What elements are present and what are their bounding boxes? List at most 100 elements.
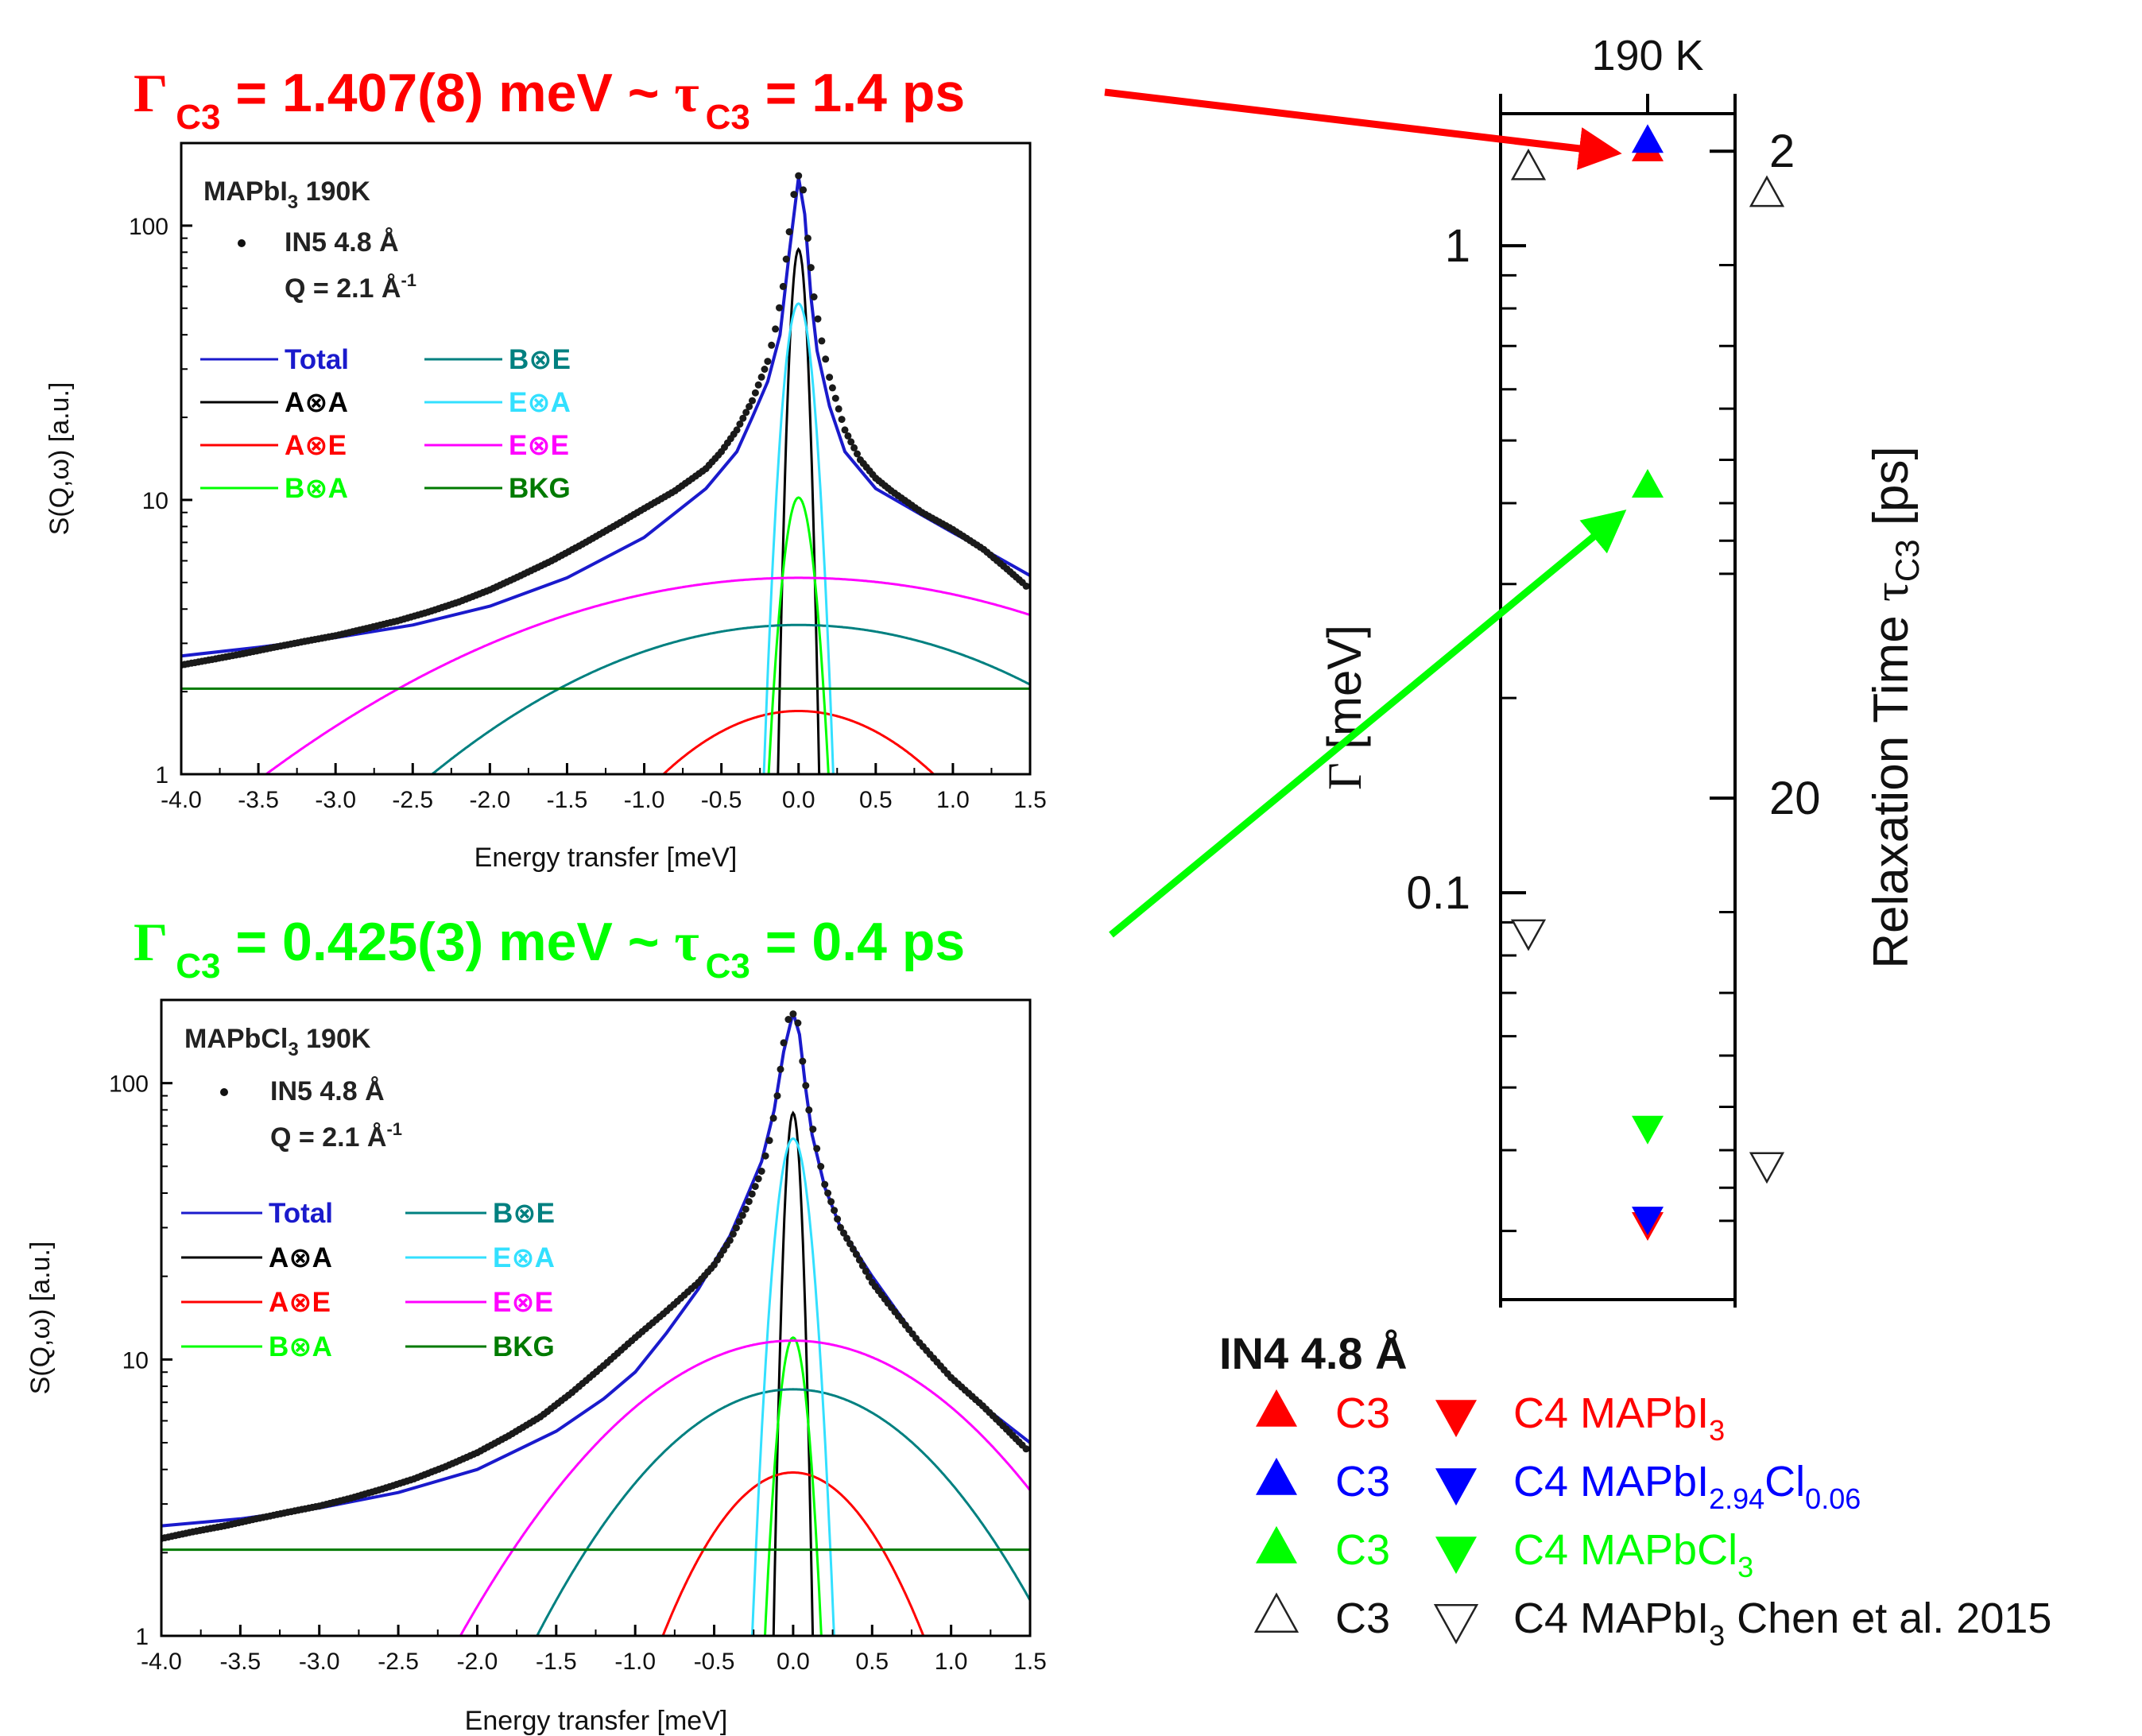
bottom-data-marker-legend xyxy=(220,1088,228,1096)
red-arrow xyxy=(1104,88,1622,170)
right-top-label: 190 K xyxy=(1591,32,1703,79)
x-tick-label: 1.0 xyxy=(935,1649,968,1675)
data-point xyxy=(742,409,750,417)
data-point xyxy=(840,1229,847,1237)
x-tick-label: 0.0 xyxy=(777,1649,810,1675)
data-point xyxy=(862,1267,870,1275)
legend-label: BKG xyxy=(493,1331,555,1362)
legend-c4-marker xyxy=(1433,1604,1479,1645)
legend-c3-marker xyxy=(1256,1389,1297,1427)
marker-c3-mapbi2-94cl0-06 xyxy=(1632,124,1664,153)
right-legend: C3 C4 MAPbI3 C3 C4 MAPbI2.94Cl0.06 C3 C4 MAPb… xyxy=(1253,1389,2051,1652)
data-point xyxy=(802,1082,810,1090)
legend-label: E⊗E xyxy=(493,1287,553,1318)
top-instrument-label: IN5 4.8 Å xyxy=(285,227,399,258)
legend-label: B⊗E xyxy=(493,1198,555,1229)
data-point xyxy=(841,426,849,434)
x-tick-label: -0.5 xyxy=(701,787,742,813)
x-tick-label: 0.0 xyxy=(782,787,815,813)
y-tick-label: 100 xyxy=(109,1071,149,1098)
top-x-axis-label: Energy transfer [meV] xyxy=(474,843,738,873)
data-point xyxy=(736,420,744,428)
data-point xyxy=(779,282,787,290)
data-point xyxy=(785,228,793,236)
data-point xyxy=(813,1145,821,1153)
legend-label: E⊗A xyxy=(493,1242,555,1273)
component-curve-bxe xyxy=(430,623,1030,774)
legend-label: Total xyxy=(269,1198,333,1229)
marker-c4-mapbcl3 xyxy=(1632,1115,1664,1145)
left-tick-label: 1 xyxy=(1445,220,1470,272)
data-point xyxy=(757,373,765,381)
data-point xyxy=(804,234,811,242)
data-point xyxy=(751,1183,759,1191)
x-tick-label: 0.5 xyxy=(855,1649,889,1675)
y-tick-label: 1 xyxy=(135,1624,149,1650)
bottom-q-label: Q = 2.1 Å-1 xyxy=(270,1119,402,1153)
component-curve-bxa xyxy=(767,496,830,774)
data-point xyxy=(768,341,776,349)
data-point xyxy=(810,293,818,300)
right-axes: 1 0.1 2 20 xyxy=(1406,126,1821,1233)
data-point xyxy=(769,1114,777,1122)
data-point xyxy=(764,358,772,366)
x-tick-label: -2.0 xyxy=(470,787,511,813)
data-point xyxy=(733,426,741,434)
legend-label: B⊗E xyxy=(509,344,571,375)
data-point xyxy=(805,1106,813,1114)
data-point xyxy=(838,416,846,424)
marker-c3-mapbi3-chen-et-al-2015 xyxy=(1510,148,1547,180)
bottom-panel: -4.0 -3.5 -3.0 -2.5 -2.0 -1.5 -1.0 -0.5 0.0 0.5 1.… xyxy=(25,998,1047,1736)
data-point xyxy=(772,325,780,333)
marker-c4-mapbi2-94cl0-06 xyxy=(1632,1207,1664,1236)
marker-c4-mapbi3-chen-et-al-2015 xyxy=(1749,1152,1785,1184)
data-point xyxy=(751,389,759,397)
component-curve-axe xyxy=(661,1471,925,1636)
legend-c3-marker xyxy=(1253,1592,1300,1633)
right-right-y-label: Relaxation Time τC3 [ps] xyxy=(1864,446,1926,969)
data-point xyxy=(817,1163,825,1170)
data-point xyxy=(784,1016,792,1023)
data-point xyxy=(858,1261,866,1269)
x-tick-label: -2.5 xyxy=(378,1649,419,1675)
data-point xyxy=(800,186,808,194)
top-y-axis-label: S(Q,ω) [a.u.] xyxy=(45,382,75,536)
right-markers xyxy=(1510,124,1785,1241)
data-point xyxy=(846,1240,854,1248)
data-point xyxy=(854,450,861,458)
data-point xyxy=(790,191,798,199)
top-panel: -4.0 -3.5 -3.0 -2.5 -2.0 -1.5 -1.0 -0.5 0.0 0.5 1.… xyxy=(45,141,1047,873)
data-point xyxy=(865,1273,873,1281)
data-point xyxy=(849,1245,857,1253)
data-point xyxy=(726,1236,734,1244)
y-tick-label: 1 xyxy=(155,762,168,789)
data-point xyxy=(761,1152,769,1160)
data-point xyxy=(809,1126,817,1133)
right-legend-title: IN4 4.8 Å xyxy=(1219,1328,1408,1378)
right-tick-label: 20 xyxy=(1769,773,1821,824)
x-tick-label: -1.0 xyxy=(614,1649,656,1675)
y-tick-label: 10 xyxy=(122,1347,149,1374)
data-point xyxy=(837,1223,844,1231)
component-curve-exa xyxy=(762,302,835,774)
legend-label: E⊗A xyxy=(509,387,571,418)
total-fit-curve xyxy=(181,176,1030,658)
legend-c4-label: C4 MAPbI2.94Cl0.06 xyxy=(1513,1458,1861,1515)
data-point xyxy=(776,304,783,312)
top-q-label: Q = 2.1 Å-1 xyxy=(285,270,416,304)
component-curve-exe xyxy=(264,576,1030,774)
data-point xyxy=(738,1211,746,1219)
data-point xyxy=(777,1065,784,1073)
x-tick-label: -2.5 xyxy=(392,787,433,813)
legend-label: A⊗A xyxy=(269,1242,332,1273)
data-point xyxy=(765,1137,773,1145)
data-point xyxy=(847,438,855,446)
data-point xyxy=(773,1092,781,1100)
data-point xyxy=(748,1190,756,1198)
x-tick-label: -3.5 xyxy=(220,1649,261,1675)
data-point xyxy=(746,403,753,410)
legend-label: A⊗E xyxy=(285,430,347,461)
data-point xyxy=(818,337,826,345)
component-curve-bxa xyxy=(763,1336,823,1636)
x-tick-label: -3.5 xyxy=(238,787,279,813)
